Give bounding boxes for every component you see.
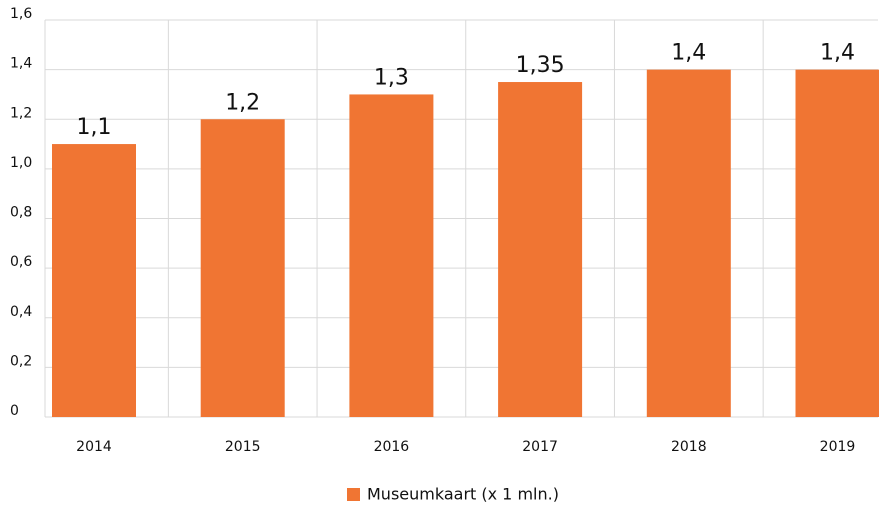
y-tick-label: 0,6 (10, 254, 32, 270)
x-tick-label: 2019 (820, 439, 856, 455)
bar (498, 82, 582, 417)
data-label: 1,35 (516, 53, 565, 78)
data-label: 1,2 (225, 90, 260, 115)
x-tick-label: 2018 (671, 439, 707, 455)
y-tick-label: 0,2 (10, 353, 32, 369)
data-label: 1,4 (671, 41, 706, 66)
data-label: 1,1 (77, 115, 112, 140)
y-tick-label: 1,2 (10, 105, 32, 121)
y-tick-label: 0,8 (10, 205, 32, 221)
y-tick-label: 0,4 (10, 304, 32, 320)
bar (201, 119, 285, 417)
x-tick-label: 2016 (374, 439, 410, 455)
bar (647, 70, 731, 417)
x-tick-label: 2014 (76, 439, 112, 455)
y-tick-label: 1,6 (10, 6, 32, 22)
y-tick-label: 1,4 (10, 56, 32, 72)
data-label: 1,4 (820, 41, 855, 66)
bar (349, 94, 433, 417)
bar (52, 144, 136, 417)
data-label: 1,3 (374, 65, 409, 90)
bar (796, 70, 879, 417)
x-tick-label: 2015 (225, 439, 261, 455)
legend-swatch (347, 488, 360, 501)
y-tick-label: 0 (10, 403, 19, 419)
x-tick-label: 2017 (522, 439, 558, 455)
y-tick-label: 1,0 (10, 155, 32, 171)
legend-label: Museumkaart (x 1 mln.) (367, 485, 559, 504)
